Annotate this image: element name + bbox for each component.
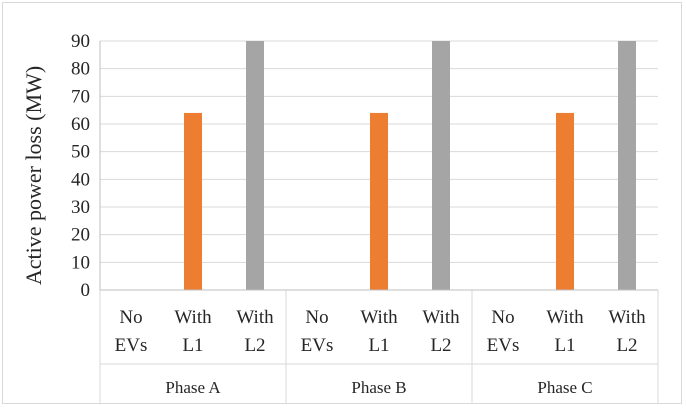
bar-2-3 <box>432 41 450 290</box>
category-label-line1: No <box>491 307 514 328</box>
category-label-line1: With <box>236 307 274 328</box>
bar-1-2 <box>184 112 202 290</box>
y-tick-label: 40 <box>71 169 90 190</box>
category-label-line1: With <box>360 307 398 328</box>
category-label-line2: EVs <box>301 335 334 356</box>
category-label-line1: With <box>546 307 584 328</box>
category-label-line2: L1 <box>182 335 203 356</box>
category-label-line2: L1 <box>368 335 389 356</box>
category-label-line2: L2 <box>616 335 637 356</box>
category-label-line1: No <box>305 307 328 328</box>
y-tick-label: 70 <box>71 86 90 107</box>
category-label-line2: EVs <box>115 335 148 356</box>
category-label-line1: With <box>422 307 460 328</box>
category-label-line1: With <box>608 307 646 328</box>
y-tick-label: 20 <box>71 225 90 246</box>
category-label-line2: L2 <box>244 335 265 356</box>
group-label: Phase A <box>165 378 221 397</box>
chart-frame: 0 10 20 30 40 50 60 70 80 90 Active power loss (MW… <box>2 2 682 404</box>
category-label-line1: With <box>174 307 212 328</box>
y-tick-label: 0 <box>81 280 91 301</box>
y-tick-label: 50 <box>71 142 90 163</box>
bar-3-2 <box>556 112 574 290</box>
category-label-line2: EVs <box>487 335 520 356</box>
y-tick-label: 90 <box>71 31 90 52</box>
group-label: Phase C <box>537 378 592 397</box>
category-label-line1: No <box>119 307 142 328</box>
bar-3-3 <box>618 41 636 290</box>
category-label-line2: L1 <box>554 335 575 356</box>
bar-1-3 <box>246 41 264 290</box>
y-tick-label: 80 <box>71 59 90 80</box>
y-tick-label: 10 <box>71 252 90 273</box>
y-tick-label: 30 <box>71 197 90 218</box>
y-tick-label: 60 <box>71 114 90 135</box>
category-label-line2: L2 <box>430 335 451 356</box>
bar-chart: 0 10 20 30 40 50 60 70 80 90 Active power loss (MW… <box>21 31 659 403</box>
y-axis-title: Active power loss (MW) <box>21 66 46 285</box>
group-label: Phase B <box>351 378 406 397</box>
bar-2-2 <box>370 112 388 290</box>
